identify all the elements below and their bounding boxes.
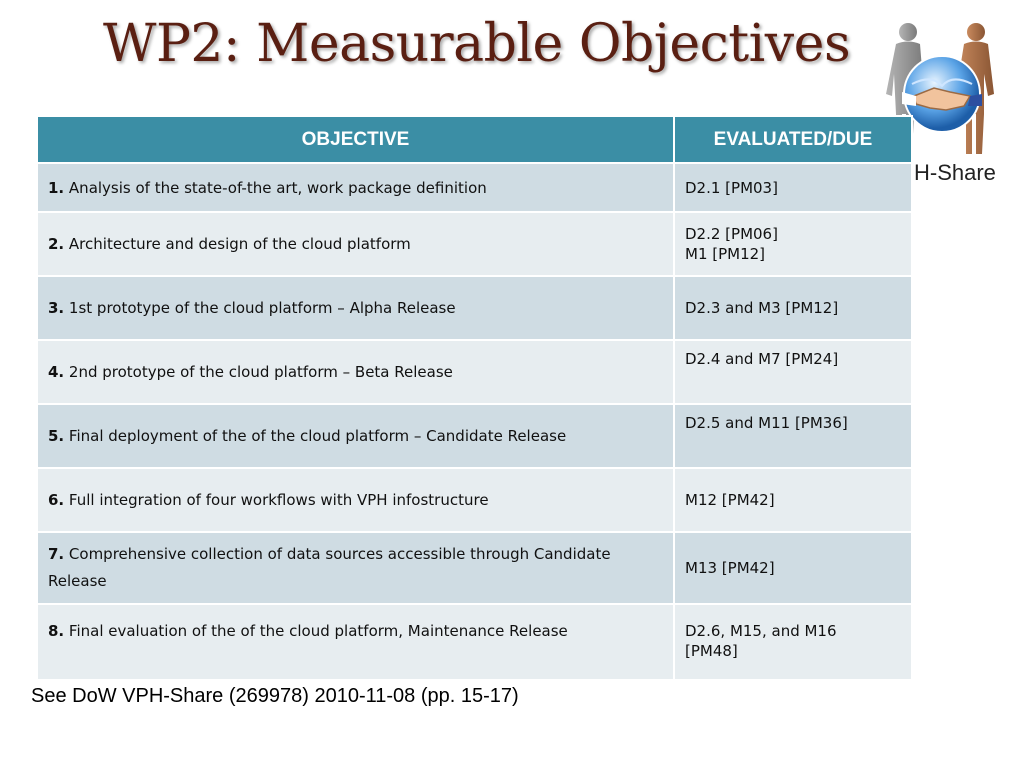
objective-text: 2nd prototype of the cloud platform – Be… [68,363,453,381]
due-cell: D2.1 [PM03] [673,162,913,213]
due-cell: D2.6, M15, and M16 [PM48] [673,603,913,681]
due-line: M13 [PM42] [685,559,775,577]
due-line: D2.1 [PM03] [685,178,778,197]
due-line: M1 [PM12] [685,245,766,263]
due-line: D2.2 [PM06] [685,225,778,243]
due-line: D2.4 and M7 [PM24] [685,350,839,368]
objective-number: 2. [48,235,65,253]
objective-number: 1. [48,178,65,197]
objective-cell: 6. Full integration of four workflows wi… [36,467,675,533]
table-row: 5. Final deployment of the of the cloud … [36,403,913,469]
objective-text: Final deployment of the of the cloud pla… [68,427,567,445]
due-cell: D2.2 [PM06] M1 [PM12] [673,211,913,277]
due-cell: D2.4 and M7 [PM24] [673,339,913,405]
objective-number: 8. [48,622,65,640]
logo-text: H-Share [914,160,996,185]
due-line: [PM48] [685,642,738,660]
objective-text: Architecture and design of the cloud pla… [68,235,411,253]
objective-cell: 7. Comprehensive collection of data sour… [36,531,675,605]
due-line: D2.3 and M3 [PM12] [685,299,839,317]
table-row: 8. Final evaluation of the of the cloud … [36,603,913,681]
objective-text: Final evaluation of the of the cloud pla… [68,622,568,640]
objective-text: Comprehensive collection of data sources… [48,545,611,590]
due-cell: D2.5 and M11 [PM36] [673,403,913,469]
table-row: 6. Full integration of four workflows wi… [36,467,913,533]
objective-cell: 8. Final evaluation of the of the cloud … [36,603,675,681]
objective-cell: 5. Final deployment of the of the cloud … [36,403,675,469]
table-row: 3. 1st prototype of the cloud platform –… [36,275,913,341]
handshake-globe-icon [913,87,972,111]
objective-text: 1st prototype of the cloud platform – Al… [68,299,456,317]
objective-text: Analysis of the state-of-the art, work p… [68,178,487,197]
objective-cell: 1. Analysis of the state-of-the art, wor… [36,162,675,213]
column-header-evaluated-due: EVALUATED/DUE [673,115,913,164]
objective-number: 5. [48,427,65,445]
table-row: 1. Analysis of the state-of-the art, wor… [36,162,913,213]
page-title: WP2: Measurable Objectives [103,14,851,74]
table-row: 2. Architecture and design of the cloud … [36,211,913,277]
objective-number: 7. [48,545,65,563]
objective-cell: 4. 2nd prototype of the cloud platform –… [36,339,675,405]
table-row: 7. Comprehensive collection of data sour… [36,531,913,605]
due-line: D2.5 and M11 [PM36] [685,414,848,432]
objectives-table: OBJECTIVE EVALUATED/DUE 1. Analysis of t… [36,115,913,681]
objective-number: 6. [48,491,65,509]
due-line: D2.6, M15, and M16 [685,622,837,640]
due-cell: M13 [PM42] [673,531,913,605]
objective-number: 4. [48,363,65,381]
table-header-row: OBJECTIVE EVALUATED/DUE [36,115,913,164]
table-row: 4. 2nd prototype of the cloud platform –… [36,339,913,405]
source-footnote: See DoW VPH-Share (269978) 2010-11-08 (p… [31,685,519,707]
objective-text: Full integration of four workflows with … [68,491,489,509]
vph-share-logo-icon [886,23,994,154]
due-cell: D2.3 and M3 [PM12] [673,275,913,341]
objective-cell: 2. Architecture and design of the cloud … [36,211,675,277]
column-header-objective: OBJECTIVE [36,115,675,164]
due-line: M12 [PM42] [685,491,775,509]
objective-cell: 3. 1st prototype of the cloud platform –… [36,275,675,341]
due-cell: M12 [PM42] [673,467,913,533]
objective-number: 3. [48,299,65,317]
